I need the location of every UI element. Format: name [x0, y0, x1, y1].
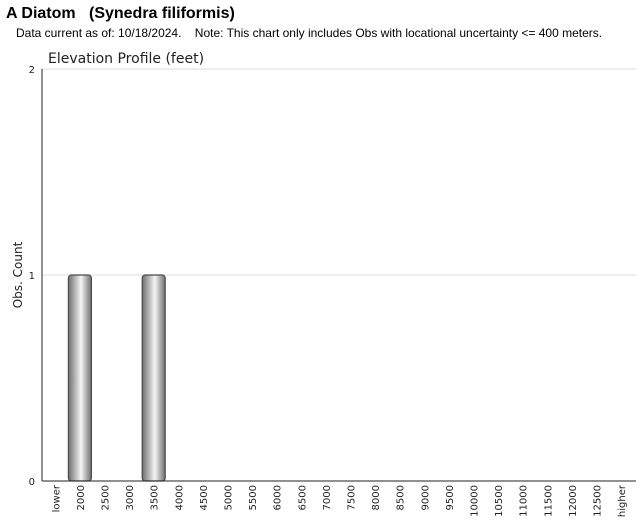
x-tick-label: 9500: [445, 485, 456, 510]
chart-title: Elevation Profile (feet): [48, 51, 204, 67]
x-tick-label: 2000: [76, 485, 87, 510]
x-tick-label: 10500: [494, 485, 505, 517]
bar-3500: [141, 274, 166, 482]
x-tick-label: 3500: [150, 485, 161, 510]
common-name: A Diatom: [6, 5, 76, 22]
x-tick-label: higher: [617, 484, 628, 517]
x-tick-label: 7000: [322, 485, 333, 510]
y-tick-label: 1: [29, 271, 35, 282]
data-note: Data current as of: 10/18/2024. Note: Th…: [16, 26, 602, 40]
gridlines: [42, 68, 636, 276]
x-tick-label: 8500: [396, 485, 407, 510]
x-tick-label: lower: [51, 484, 62, 512]
x-tick-label: 12000: [568, 485, 579, 517]
y-tick-label: 0: [29, 477, 35, 488]
x-tick-label: 4500: [199, 485, 210, 510]
bars: [67, 274, 166, 482]
x-tick-label: 5000: [224, 485, 235, 510]
y-tick-label: 2: [29, 65, 35, 76]
x-tick-label: 8000: [371, 485, 382, 510]
x-tick-label: 11500: [543, 485, 554, 517]
x-tick-label: 6500: [297, 485, 308, 510]
y-axis-label: Obs. Count: [11, 241, 25, 308]
x-tick-label: 11000: [519, 485, 530, 517]
axes: [41, 69, 636, 482]
species-title: A Diatom (Synedra filiformis): [6, 5, 235, 23]
x-tick-label: 4000: [174, 485, 185, 510]
data-current-text: Data current as of: 10/18/2024.: [16, 26, 182, 40]
x-tick-label: 2500: [101, 485, 112, 510]
x-tick-label: 9000: [420, 485, 431, 510]
x-tick-label: 12500: [593, 485, 604, 517]
scientific-name: (Synedra filiformis): [88, 5, 235, 22]
y-tick-labels: 0 1 2: [29, 65, 35, 488]
x-tick-label: 7500: [347, 485, 358, 510]
uncertainty-note: Note: This chart only includes Obs with …: [194, 26, 603, 40]
x-tick-label: 3000: [125, 485, 136, 510]
x-tick-labels: lower 2000 2500 3000 3500 4000 4500 5000 5500 600…: [51, 484, 628, 517]
x-tick-label: 5500: [248, 485, 259, 510]
x-tick-label: 6000: [273, 485, 284, 510]
x-tick-label: 10000: [470, 485, 481, 517]
bar-2000: [67, 274, 93, 482]
